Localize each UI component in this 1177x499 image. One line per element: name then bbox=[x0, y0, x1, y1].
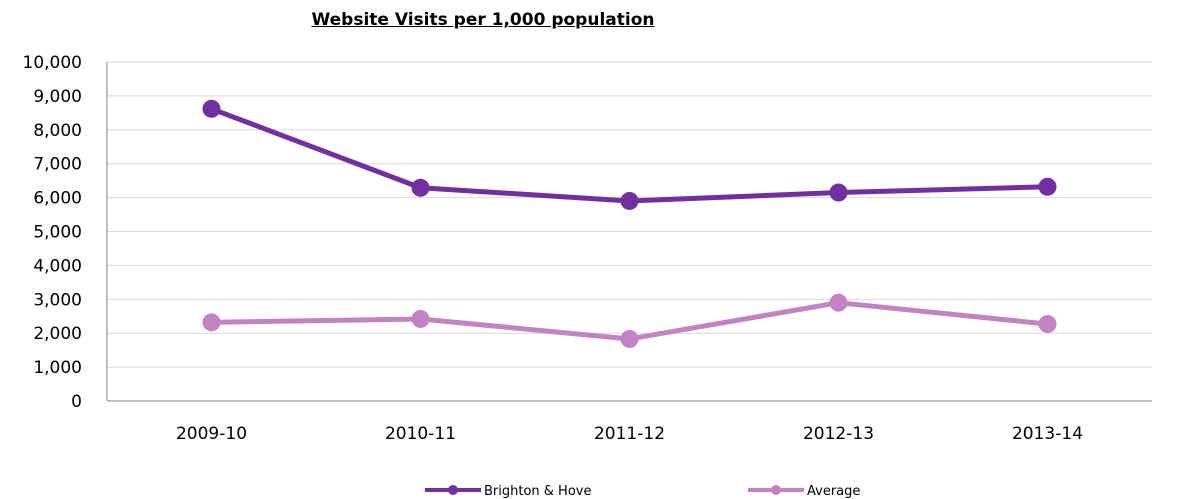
legend-label: Average bbox=[807, 484, 860, 499]
y-tick-label: 7,000 bbox=[33, 155, 82, 175]
legend-label: Brighton & Hove bbox=[484, 484, 591, 499]
data-point bbox=[620, 329, 639, 348]
data-point bbox=[202, 313, 221, 332]
data-point bbox=[202, 99, 221, 118]
data-point bbox=[829, 293, 848, 312]
legend-swatch-marker bbox=[448, 485, 458, 495]
data-point bbox=[1038, 177, 1057, 196]
data-point bbox=[411, 309, 430, 328]
x-tick-label: 2013-14 bbox=[1012, 424, 1083, 444]
y-tick-label: 2,000 bbox=[33, 324, 82, 344]
x-tick-label: 2010-11 bbox=[385, 424, 456, 444]
data-point bbox=[620, 191, 639, 210]
data-point bbox=[829, 183, 848, 202]
x-tick-label: 2009-10 bbox=[176, 424, 247, 444]
y-tick-label: 1,000 bbox=[33, 358, 82, 378]
y-tick-label: 5,000 bbox=[33, 223, 82, 243]
y-tick-label: 4,000 bbox=[33, 256, 82, 276]
legend-swatch-marker bbox=[771, 485, 781, 495]
y-tick-label: 9,000 bbox=[33, 87, 82, 107]
series-line bbox=[209, 106, 1050, 204]
data-point bbox=[1038, 315, 1057, 334]
x-tick-label: 2012-13 bbox=[803, 424, 874, 444]
y-tick-label: 10,000 bbox=[23, 53, 82, 73]
y-tick-label: 0 bbox=[71, 392, 82, 412]
y-tick-label: 8,000 bbox=[33, 121, 82, 141]
y-tick-label: 6,000 bbox=[33, 189, 82, 209]
y-tick-label: 3,000 bbox=[33, 290, 82, 310]
chart-title: Website Visits per 1,000 population bbox=[311, 10, 655, 30]
x-tick-label: 2011-12 bbox=[594, 424, 665, 444]
data-point bbox=[411, 178, 430, 197]
